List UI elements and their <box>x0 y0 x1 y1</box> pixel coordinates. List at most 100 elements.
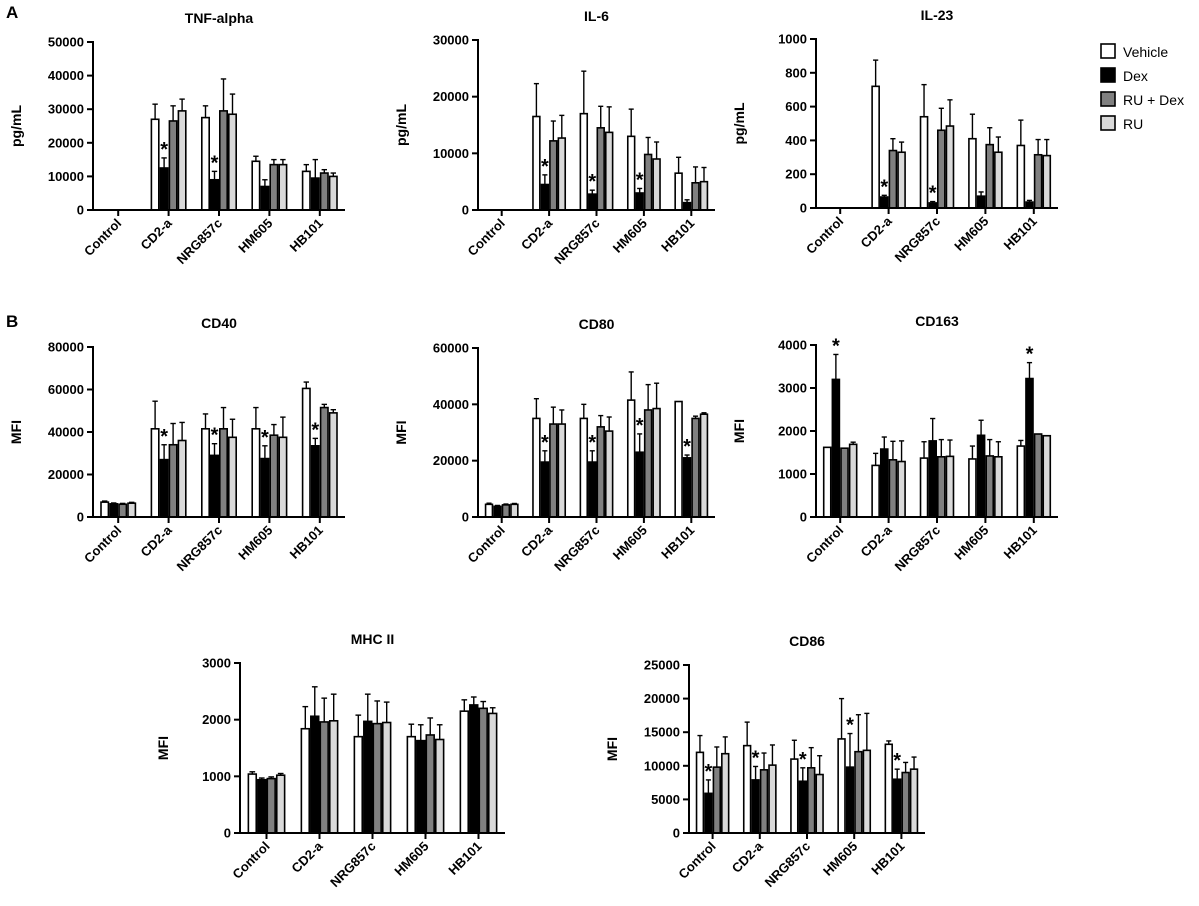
x-tick-label: HB101 <box>658 523 697 562</box>
x-tick-label: HM605 <box>610 523 650 563</box>
x-tick-label: Control <box>81 523 124 566</box>
bar-cd2-a-ru <box>557 137 567 211</box>
bar-control-ru <box>721 752 730 834</box>
y-axis-label: MFI <box>8 420 24 444</box>
y-tick-label: 0 <box>800 510 807 525</box>
bar-hm605-dex <box>845 766 855 834</box>
significance-star: * <box>893 750 901 772</box>
bar-control-vehicle <box>484 503 494 518</box>
bar-hb101-ru <box>487 712 498 834</box>
bar-hb101-ru <box>699 180 709 211</box>
y-tick-label: 0 <box>462 510 469 525</box>
y-tick-label: 1000 <box>202 769 231 784</box>
bar-hm605-vehicle <box>968 137 977 209</box>
x-tick-label: CD2-a <box>518 215 556 253</box>
bar-hm605-vehicle <box>626 399 636 518</box>
bar-control-dex <box>493 505 502 518</box>
bar-hm605-ru <box>278 163 288 211</box>
bar-cd2-a-ru-dex <box>319 721 329 834</box>
bar-nrg857c-ru <box>381 721 392 834</box>
chart-title: MHC II <box>351 631 395 647</box>
bar-hm605-dex <box>416 739 426 834</box>
x-tick-label: HB101 <box>445 839 484 878</box>
x-tick-label: CD2-a <box>288 838 326 876</box>
chart-tnf-alpha: TNF-alpha pg/mL 0 10000 20000 30000 40000 50000… <box>8 10 345 267</box>
x-tick-label: Control <box>81 216 124 259</box>
y-axis-label: MFI <box>393 420 409 444</box>
bar-control-ru <box>510 503 519 518</box>
bar-hm605-ru <box>278 436 288 518</box>
bar-cd2-a-vehicle <box>300 727 311 834</box>
x-tick-label: HM605 <box>951 523 991 563</box>
x-tick-label: HB101 <box>287 216 326 255</box>
x-tick-label: Control <box>465 523 508 566</box>
significance-star: * <box>588 171 596 193</box>
bar-nrg857c-ru-dex <box>596 426 605 518</box>
x-tick-label: NRG857c <box>174 216 225 267</box>
y-tick-label: 15000 <box>644 725 680 740</box>
y-tick-label: 20000 <box>48 135 84 150</box>
chart-mhc-ii: MHC II MFI 0 1000 2000 3000 Control CD2-a NRG857… <box>155 631 505 890</box>
x-tick-label: NRG857c <box>174 523 225 574</box>
bar-hb101-ru-dex <box>1033 433 1043 518</box>
x-tick-label: Control <box>465 216 508 259</box>
x-tick-label: Control <box>803 214 846 257</box>
bar-nrg857c-ru <box>228 113 238 211</box>
bar-hm605-ru <box>994 151 1003 209</box>
legend-label-ru: RU <box>1123 116 1143 132</box>
significance-star: * <box>541 432 549 454</box>
bar-hb101-vehicle <box>674 400 683 518</box>
y-tick-label: 0 <box>224 826 231 841</box>
chart-title: TNF-alpha <box>185 10 254 26</box>
bar-hb101-dex <box>892 778 902 834</box>
bar-hm605-ru-dex <box>269 163 279 211</box>
y-tick-label: 30000 <box>433 33 469 48</box>
x-tick-label: HM605 <box>391 839 431 879</box>
significance-star: * <box>160 426 168 448</box>
significance-star: * <box>541 156 549 178</box>
legend-swatch-ru-dex <box>1100 91 1116 107</box>
bar-hb101-dex <box>682 457 692 518</box>
bar-control-dex <box>704 792 713 834</box>
chart-cd40: CD40 MFI 0 20000 40000 60000 80000 Control * CD2-… <box>8 315 345 574</box>
bar-hb101-vehicle <box>301 170 311 211</box>
bar-cd2-a-ru-dex <box>168 120 178 211</box>
bar-hb101-ru-dex <box>691 182 700 211</box>
bar-hb101-ru <box>328 412 338 518</box>
bar-hm605-dex <box>976 434 986 518</box>
bar-hm605-dex <box>260 457 270 518</box>
bar-cd2-a-vehicle <box>742 744 752 834</box>
y-tick-label: 60000 <box>433 341 469 356</box>
bar-nrg857c-ru-dex <box>372 722 382 834</box>
bar-cd2-a-vehicle <box>532 115 541 211</box>
bar-control-ru <box>848 443 858 518</box>
bar-hm605-vehicle <box>251 428 261 518</box>
bar-hm605-dex <box>635 451 644 518</box>
bar-hm605-vehicle <box>837 738 846 834</box>
x-tick-label: NRG857c <box>892 523 943 574</box>
bar-hm605-ru-dex <box>643 409 653 518</box>
x-tick-label: HM605 <box>820 839 860 879</box>
significance-star: * <box>880 176 888 198</box>
bar-cd2-a-dex <box>540 183 550 211</box>
x-tick-label: CD2-a <box>518 522 556 560</box>
bar-hm605-ru-dex <box>643 153 653 211</box>
x-tick-label: NRG857c <box>551 216 602 267</box>
bar-hb101-vehicle <box>459 710 470 834</box>
bar-hb101-ru <box>1042 154 1052 209</box>
bar-cd2-a-vehicle <box>150 428 160 518</box>
bar-control-vehicle <box>822 446 832 518</box>
bar-hm605-ru-dex <box>269 434 279 518</box>
bar-nrg857c-ru <box>604 430 614 518</box>
bar-cd2-a-ru-dex <box>549 423 558 518</box>
bar-hm605-dex <box>976 195 986 209</box>
x-tick-label: HM605 <box>951 214 991 254</box>
y-tick-label: 20000 <box>48 467 84 482</box>
bar-control-dex <box>831 378 841 518</box>
y-tick-label: 3000 <box>202 656 231 671</box>
bar-nrg857c-ru-dex <box>219 110 229 211</box>
x-tick-label: NRG857c <box>892 214 943 265</box>
legend-label-ru-dex: RU + Dex <box>1123 92 1184 108</box>
chart-title: CD163 <box>915 313 959 329</box>
bar-hb101-vehicle <box>1016 445 1026 518</box>
